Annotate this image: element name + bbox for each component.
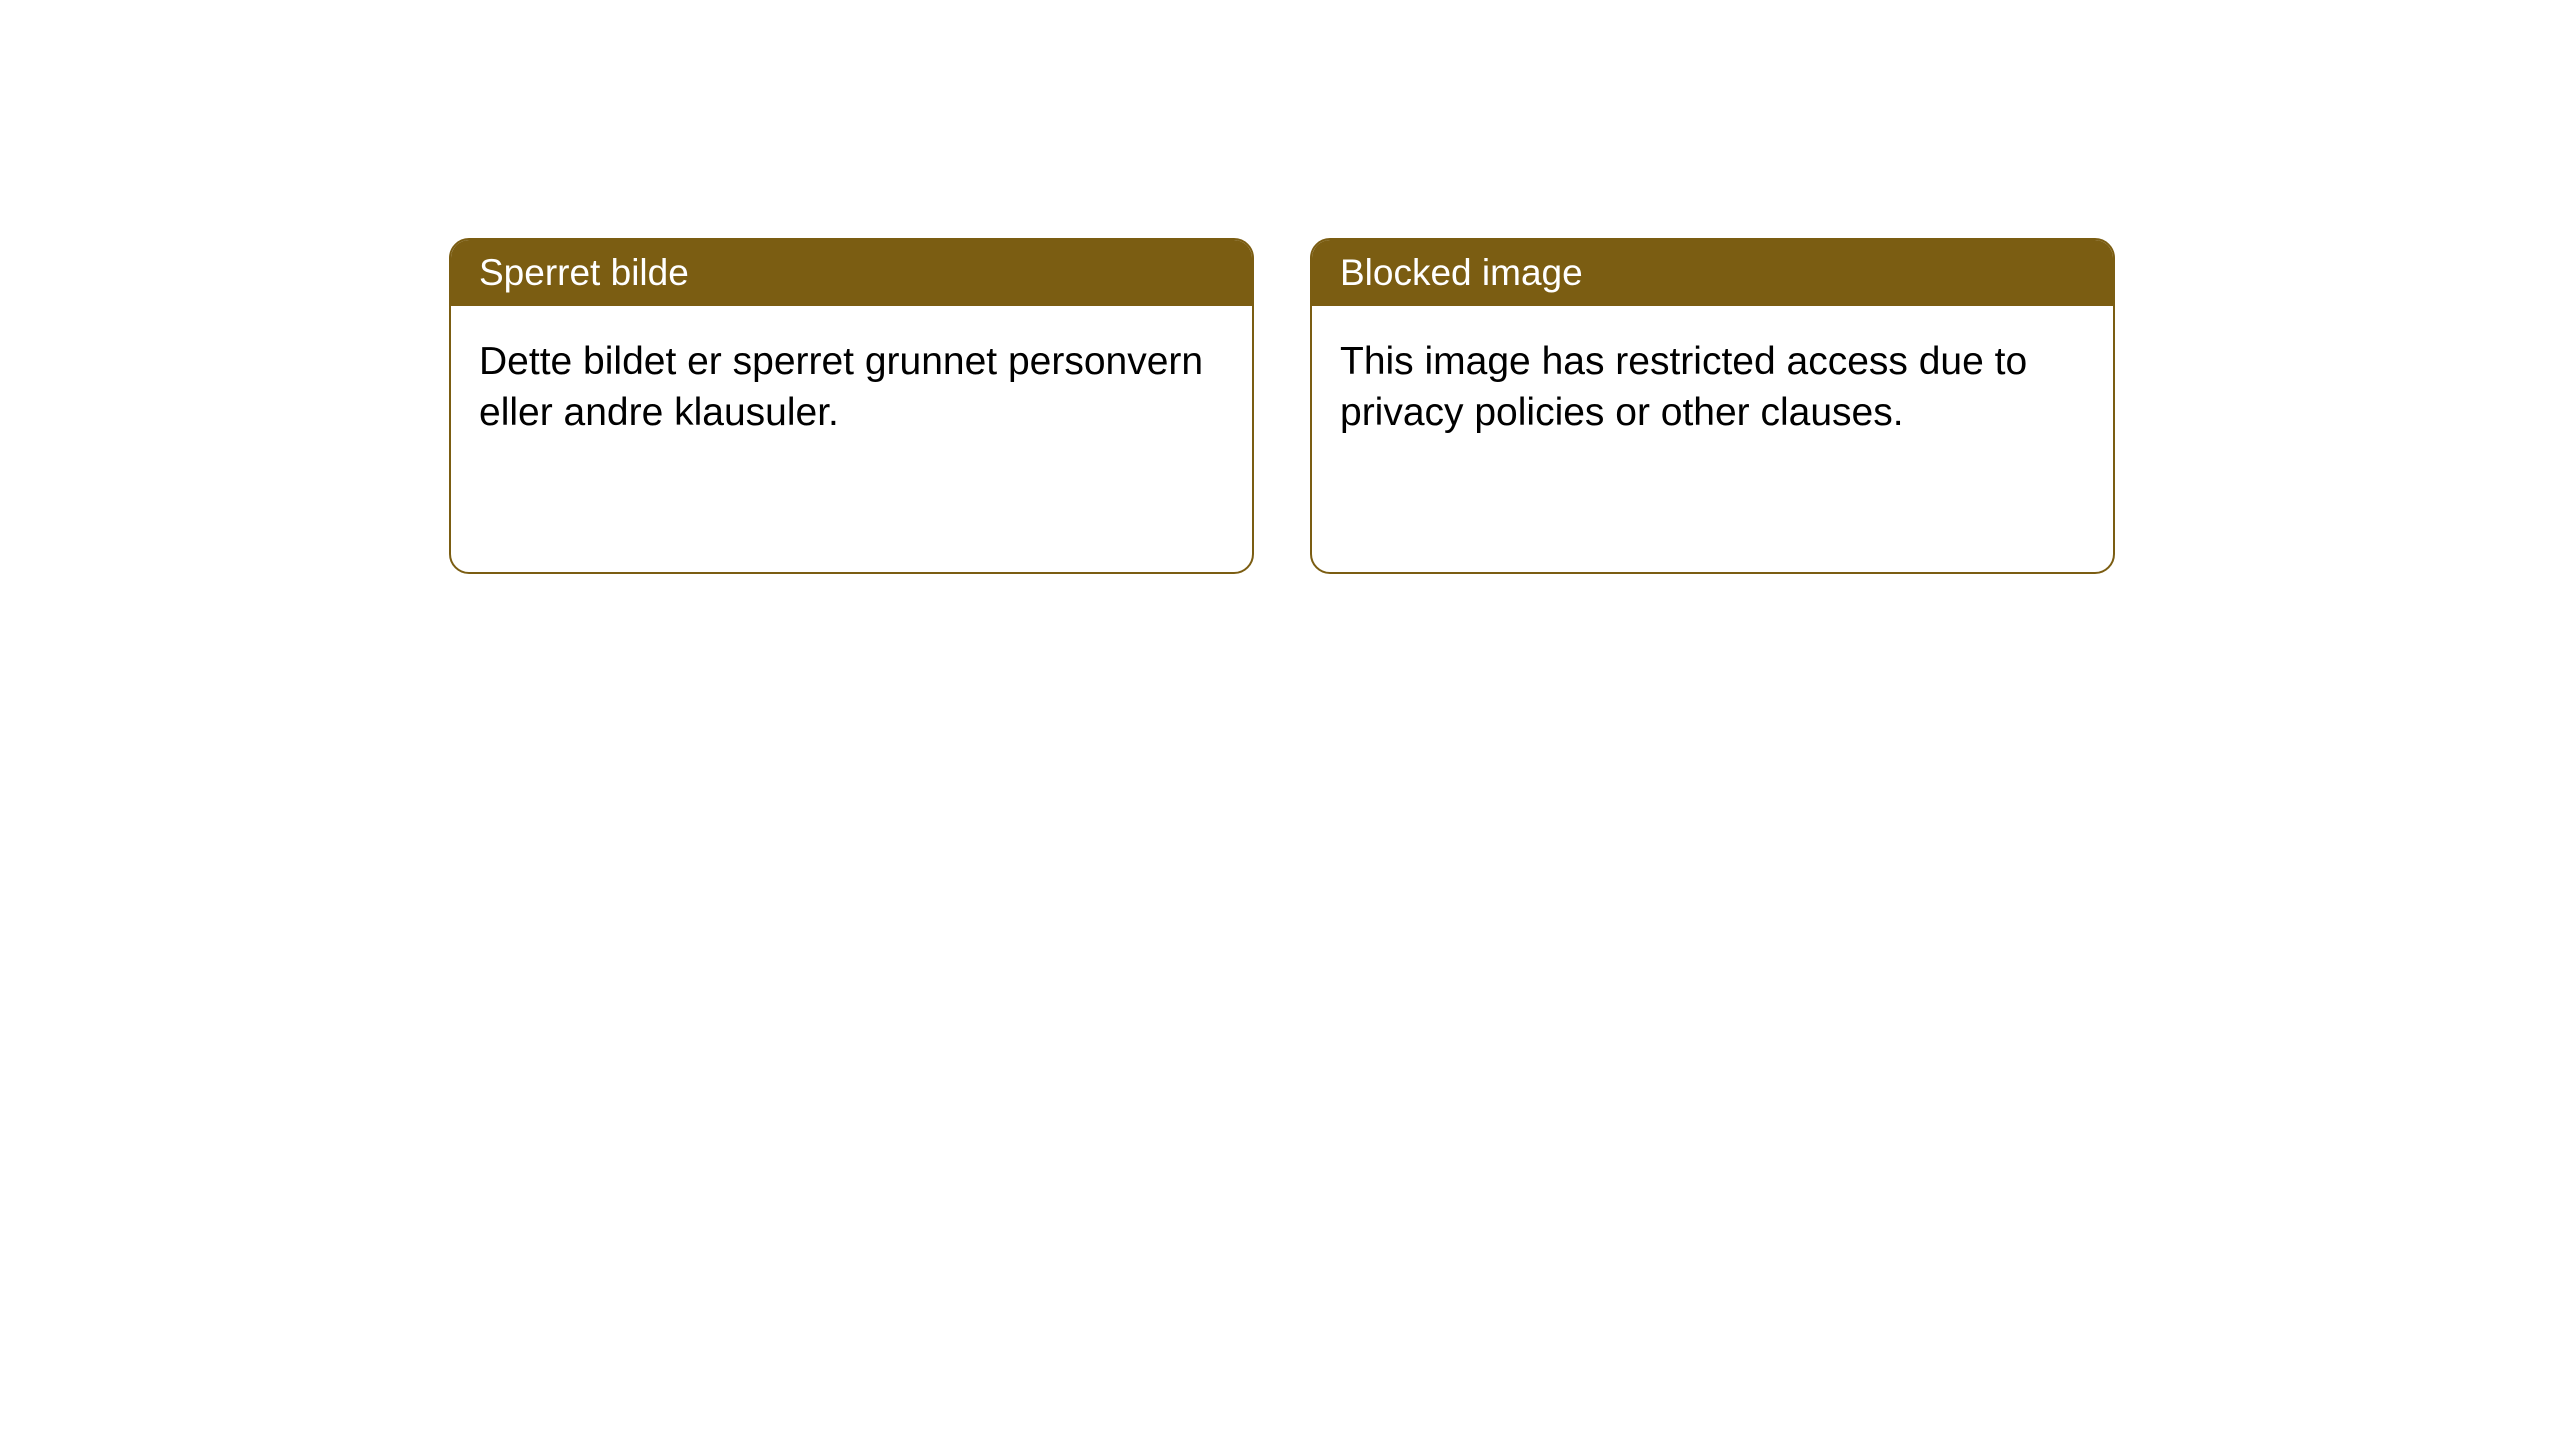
notice-body-text: Dette bildet er sperret grunnet personve… — [479, 340, 1203, 434]
notice-body: Dette bildet er sperret grunnet personve… — [451, 306, 1252, 469]
notice-cards-container: Sperret bilde Dette bildet er sperret gr… — [449, 238, 2115, 574]
notice-body-text: This image has restricted access due to … — [1340, 340, 2027, 434]
notice-title: Sperret bilde — [479, 252, 689, 293]
notice-card-english: Blocked image This image has restricted … — [1310, 238, 2115, 574]
notice-card-norwegian: Sperret bilde Dette bildet er sperret gr… — [449, 238, 1254, 574]
notice-header: Blocked image — [1312, 240, 2113, 306]
notice-header: Sperret bilde — [451, 240, 1252, 306]
notice-title: Blocked image — [1340, 252, 1583, 293]
notice-body: This image has restricted access due to … — [1312, 306, 2113, 469]
